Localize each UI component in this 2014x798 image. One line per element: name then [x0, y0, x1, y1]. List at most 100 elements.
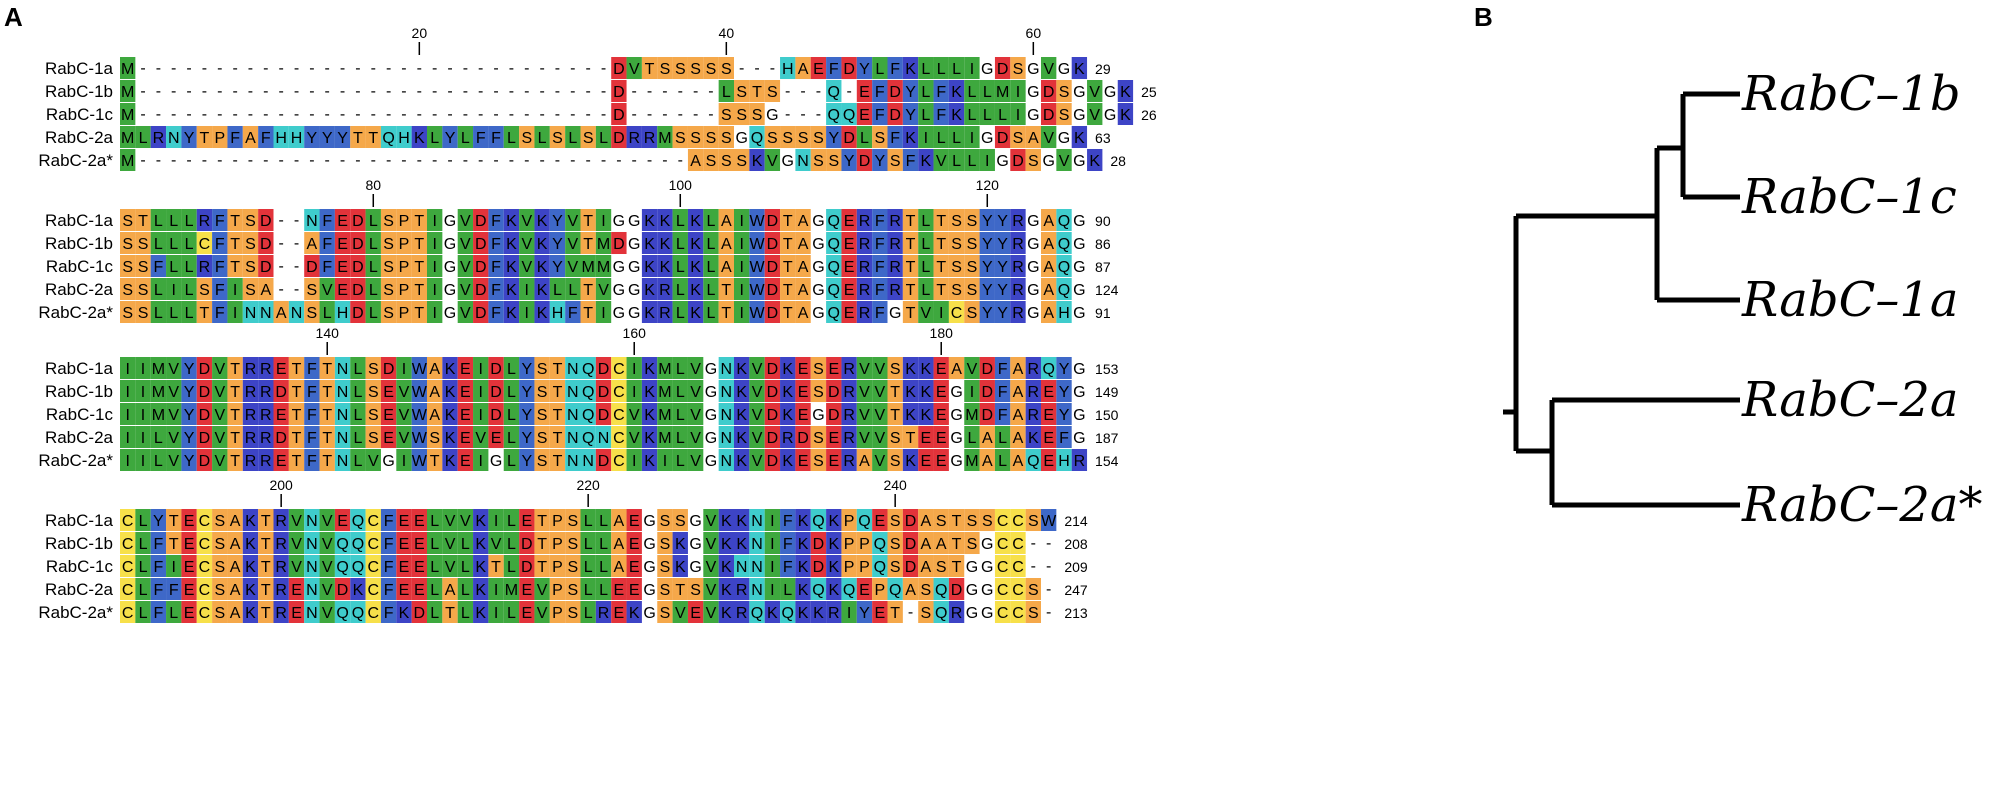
residue-cell [841, 126, 857, 148]
residue-letter: T [890, 605, 900, 622]
residue-letter: T [906, 282, 916, 299]
residue-letter: I [432, 236, 436, 253]
residue-letter: Q [935, 582, 947, 599]
residue-letter: L [139, 559, 148, 576]
residue-letter: R [275, 559, 287, 576]
residue-letter: K [951, 84, 962, 101]
residue-letter: D [490, 407, 502, 424]
residue-cell [396, 255, 412, 277]
residue-letter: C [122, 605, 134, 622]
residue-cell [826, 80, 842, 102]
residue-cell [933, 301, 949, 323]
residue-cell [918, 57, 934, 79]
residue-letter: V [967, 361, 978, 378]
residue-cell [396, 126, 412, 148]
gap-symbol: - [708, 83, 713, 100]
residue-letter: C [613, 430, 625, 447]
position-tick: 40 [719, 25, 734, 55]
residue-letter: K [475, 605, 486, 622]
residue-cell [196, 278, 213, 300]
residue-letter: T [936, 213, 946, 230]
position-tick: 60 [1026, 25, 1041, 55]
residue-cell [227, 126, 243, 148]
residue-letter: F [875, 84, 885, 101]
residue-letter: K [644, 430, 655, 447]
residue-letter: G [996, 153, 1008, 170]
residue-letter: Q [751, 130, 763, 147]
residue-letter: R [889, 213, 901, 230]
residue-letter: S [537, 384, 548, 401]
residue-cell [549, 357, 566, 379]
residue-letter: L [507, 605, 516, 622]
residue-letter: T [936, 236, 946, 253]
residue-letter: N [751, 582, 763, 599]
residue-cell [334, 209, 351, 231]
residue-cell [994, 126, 1011, 148]
residue-letter: D [797, 430, 809, 447]
residue-cell [503, 232, 520, 254]
residue-letter: K [245, 605, 256, 622]
residue-letter: L [185, 305, 194, 322]
residue-letter: E [921, 430, 932, 447]
residue-cell [687, 232, 704, 254]
residue-cell [1056, 103, 1072, 125]
residue-letter: T [583, 236, 593, 253]
position-tick-label: 20 [412, 25, 428, 41]
residue-cell [780, 232, 796, 254]
gap-symbol: - [478, 60, 483, 77]
residue-letter: G [950, 453, 962, 470]
residue-letter: T [230, 236, 240, 253]
residue-letter: A [1013, 430, 1024, 447]
residue-letter: W [1041, 513, 1057, 530]
residue-cell [641, 209, 658, 231]
residue-letter: C [1012, 582, 1024, 599]
residue-cell [948, 255, 965, 277]
gap-symbol: - [601, 60, 606, 77]
residue-cell [227, 232, 243, 254]
residue-letter: W [749, 282, 765, 299]
residue-letter: F [384, 513, 394, 530]
residue-cell [979, 103, 995, 125]
gap-symbol: - [800, 83, 805, 100]
residue-letter: K [828, 582, 839, 599]
residue-letter: L [461, 582, 470, 599]
residue-letter: L [584, 605, 593, 622]
residue-cell [856, 149, 873, 171]
residue-letter: G [981, 61, 993, 78]
residue-letter: C [199, 536, 211, 553]
residue-letter: Y [982, 236, 993, 253]
residue-letter: D [813, 559, 825, 576]
residue-cell [196, 126, 213, 148]
residue-letter: I [432, 259, 436, 276]
residue-cell [841, 255, 857, 277]
residue-cell [964, 126, 980, 148]
residue-cell [1117, 103, 1134, 125]
residue-cell [120, 57, 136, 79]
sequence-row: RabC-1a C L Y T E C S A K T R V N V E Q C F E E L V V K I L E T P S L L A… [45, 509, 1088, 531]
residue-letter: T [414, 259, 424, 276]
residue-letter: G [1073, 361, 1085, 378]
residue-letter: H [275, 130, 287, 147]
gap-symbol: - [785, 106, 790, 123]
residue-cell [887, 278, 903, 300]
residue-letter: R [889, 236, 901, 253]
residue-cell [872, 103, 888, 125]
residue-letter: L [139, 536, 148, 553]
residue-letter: F [875, 236, 885, 253]
residue-cell [933, 149, 949, 171]
residue-letter: S [736, 107, 747, 124]
residue-letter: Y [844, 153, 855, 170]
residue-cell [1041, 57, 1057, 79]
residue-letter: L [952, 130, 961, 147]
residue-letter: L [722, 84, 731, 101]
residue-letter: M [965, 407, 978, 424]
gap-symbol: - [1046, 558, 1051, 575]
residue-cell [872, 80, 888, 102]
residue-cell [933, 255, 949, 277]
gap-symbol: - [662, 106, 667, 123]
residue-letter: I [847, 605, 851, 622]
residue-letter: Y [521, 407, 532, 424]
residue-cell [273, 301, 289, 323]
residue-letter: K [782, 407, 793, 424]
